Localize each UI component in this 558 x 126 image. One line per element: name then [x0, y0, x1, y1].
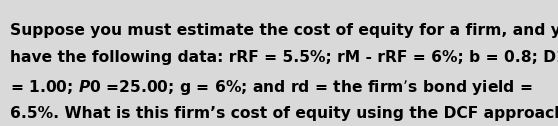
Text: have the following data: rRF = 5.5%; rM - rRF = 6%; b = 0.8; D1: have the following data: rRF = 5.5%; rM … [10, 50, 558, 65]
Text: = 1.00; $\bfit{P}$0 =25.00; g = 6%; and rd = the firm’s bond yield =: = 1.00; $\bfit{P}$0 =25.00; g = 6%; and … [10, 78, 533, 97]
Text: Suppose you must estimate the cost of equity for a firm, and you: Suppose you must estimate the cost of eq… [10, 23, 558, 38]
Text: 6.5%. What is this firm’s cost of equity using the DCF approach?: 6.5%. What is this firm’s cost of equity… [10, 106, 558, 121]
